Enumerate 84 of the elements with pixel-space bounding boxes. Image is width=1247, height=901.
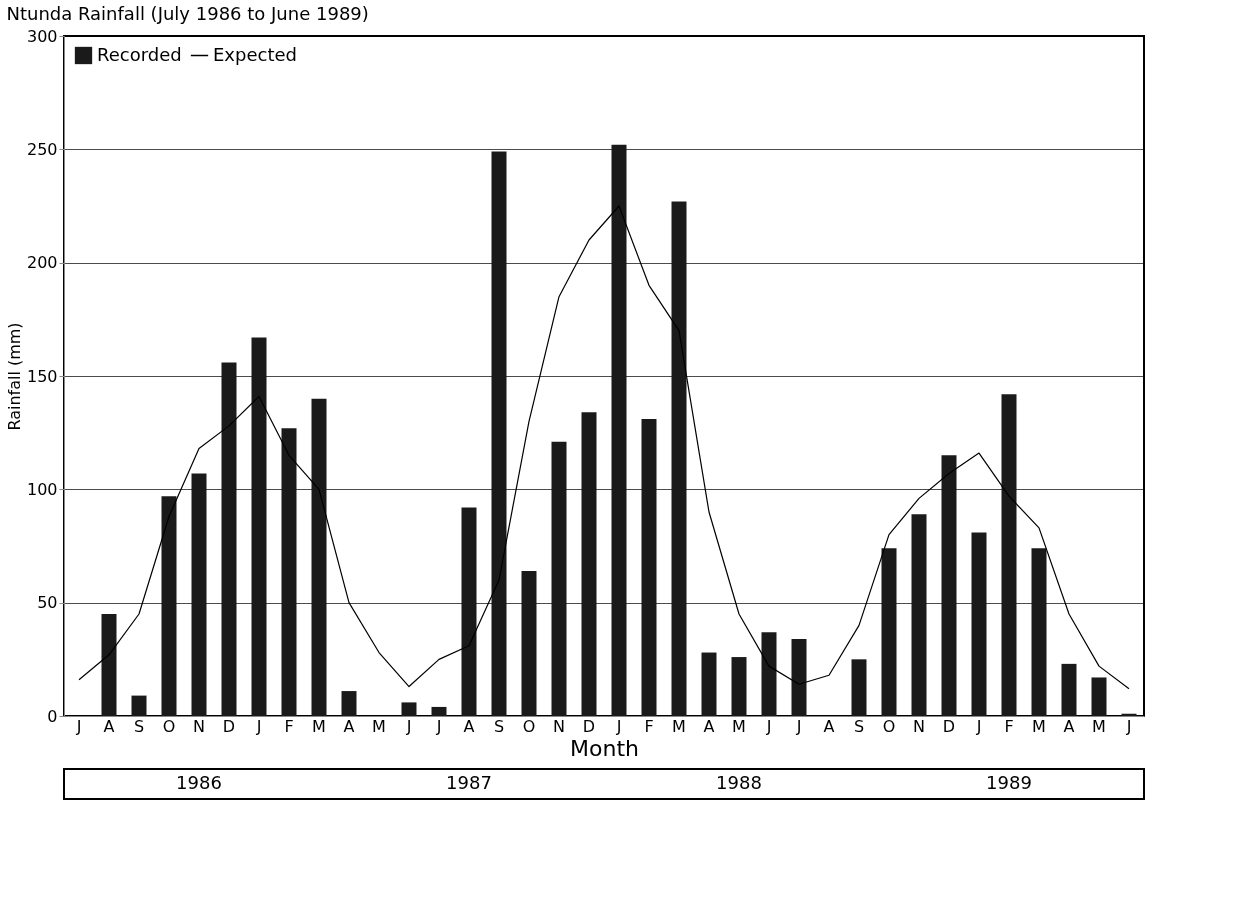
- bar: [641, 419, 657, 716]
- bar: [311, 398, 327, 716]
- x-tick-label: M: [1092, 716, 1106, 736]
- bar: [191, 473, 207, 716]
- bar: [341, 691, 357, 716]
- legend-label: Expected: [213, 43, 297, 65]
- text: 1987: [446, 772, 492, 793]
- bar: [1091, 677, 1107, 716]
- x-tick-label: J: [765, 716, 772, 736]
- bar: [461, 507, 477, 716]
- bar: [431, 706, 447, 716]
- x-tick-label: M: [312, 716, 326, 736]
- bar: [941, 455, 957, 716]
- x-tick-label: N: [553, 716, 565, 736]
- x-tick-label: F: [644, 716, 654, 736]
- bar: [281, 428, 297, 716]
- bar: [221, 362, 237, 716]
- x-tick-label: J: [615, 716, 622, 736]
- x-tick-label: F: [284, 716, 294, 736]
- x-tick-label: J: [405, 716, 412, 736]
- y-tick-label: 0: [47, 706, 58, 726]
- x-tick-label: O: [882, 716, 896, 736]
- x-tick-label: A: [823, 716, 835, 736]
- y-tick-label: 150: [26, 366, 58, 386]
- bar: [791, 638, 807, 716]
- y-tick-label: 50: [37, 593, 58, 613]
- x-tick-label: J: [795, 716, 802, 736]
- bar: [161, 496, 177, 716]
- x-tick-label: J: [255, 716, 262, 736]
- x-tick-label: O: [522, 716, 536, 736]
- bar: [551, 441, 567, 716]
- bar: [491, 151, 507, 716]
- bar: [1031, 548, 1047, 716]
- x-tick-label: D: [582, 716, 596, 736]
- bar: [251, 337, 267, 716]
- x-tick-label: A: [703, 716, 715, 736]
- x-tick-label: J: [75, 716, 82, 736]
- bar: [581, 412, 597, 716]
- y-tick-label: 300: [26, 26, 58, 46]
- x-tick-label: A: [1063, 716, 1075, 736]
- text: 1989: [986, 772, 1032, 793]
- bar: [971, 532, 987, 716]
- x-tick-label: F: [1004, 716, 1014, 736]
- x-tick-label: M: [1032, 716, 1046, 736]
- bar: [131, 695, 147, 716]
- bar: [101, 614, 117, 716]
- text: 1988: [716, 772, 762, 793]
- y-tick-label: 250: [26, 139, 58, 159]
- x-tick-label: D: [942, 716, 956, 736]
- x-tick-label: J: [1125, 716, 1132, 736]
- legend-label: Recorded: [97, 43, 182, 65]
- bar: [851, 659, 867, 716]
- y-tick-label: 200: [26, 253, 58, 273]
- bar: [401, 702, 417, 716]
- y-axis-title: Rainfall (mm): [4, 322, 24, 431]
- x-tick-label: N: [913, 716, 925, 736]
- bar: [701, 652, 717, 716]
- bar: [911, 514, 927, 716]
- bar: [1001, 394, 1017, 716]
- x-tick-label: S: [853, 716, 865, 736]
- x-tick-label: A: [463, 716, 475, 736]
- x-tick-label: A: [343, 716, 355, 736]
- bar: [881, 548, 897, 716]
- x-tick-label: S: [493, 716, 505, 736]
- x-tick-label: M: [732, 716, 746, 736]
- text: 1986: [176, 772, 222, 793]
- x-tick-label: A: [103, 716, 115, 736]
- chart-title: Ntunda Rainfall (July 1986 to June 1989): [6, 3, 369, 24]
- bar: [671, 201, 687, 716]
- x-tick-label: M: [372, 716, 386, 736]
- bar: [611, 144, 627, 716]
- x-tick-label: D: [222, 716, 236, 736]
- x-tick-label: N: [193, 716, 205, 736]
- bar: [761, 632, 777, 716]
- x-tick-label: M: [672, 716, 686, 736]
- x-axis-title: Month: [570, 735, 639, 761]
- x-tick-label: S: [133, 716, 145, 736]
- bar: [1061, 663, 1077, 716]
- x-tick-label: O: [162, 716, 176, 736]
- y-tick-label: 100: [26, 479, 58, 499]
- bar: [731, 657, 747, 716]
- bar: [521, 570, 537, 716]
- x-tick-label: J: [975, 716, 982, 736]
- x-tick-label: J: [435, 716, 442, 736]
